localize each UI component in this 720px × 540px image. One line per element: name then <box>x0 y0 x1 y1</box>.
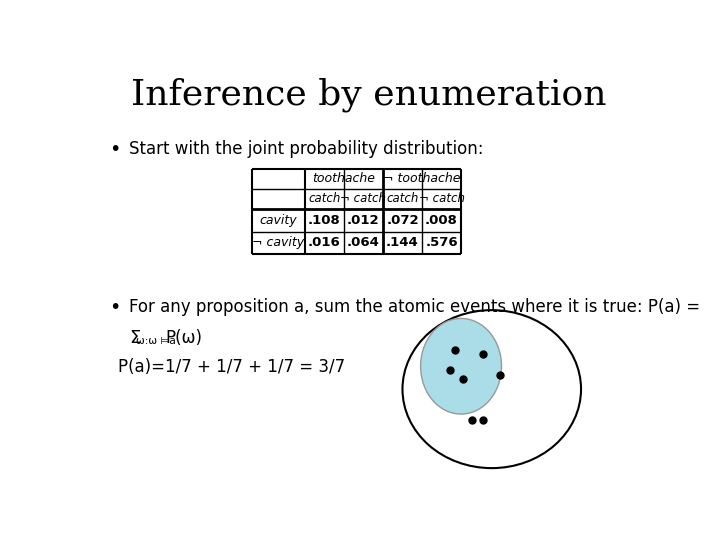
Text: .012: .012 <box>347 214 379 227</box>
Text: P(a)=1/7 + 1/7 + 1/7 = 3/7: P(a)=1/7 + 1/7 + 1/7 = 3/7 <box>118 358 345 376</box>
Text: •: • <box>109 298 121 316</box>
Text: Σ: Σ <box>129 329 140 347</box>
Text: catch: catch <box>308 192 341 205</box>
Text: For any proposition a, sum the atomic events where it is true: P(a) =: For any proposition a, sum the atomic ev… <box>129 298 700 316</box>
Text: .072: .072 <box>386 214 419 227</box>
Text: ¬ toothache: ¬ toothache <box>383 172 461 185</box>
Text: ¬ catch: ¬ catch <box>418 192 464 205</box>
Ellipse shape <box>402 310 581 468</box>
Text: toothache: toothache <box>312 172 375 185</box>
Text: .064: .064 <box>347 237 380 249</box>
Text: •: • <box>109 140 121 159</box>
Text: catch: catch <box>387 192 418 205</box>
Text: ¬ cavity: ¬ cavity <box>252 237 305 249</box>
Text: .576: .576 <box>426 237 458 249</box>
Text: ¬ catch: ¬ catch <box>341 192 387 205</box>
Text: cavity: cavity <box>259 214 297 227</box>
Text: Start with the joint probability distribution:: Start with the joint probability distrib… <box>129 140 484 158</box>
Text: .144: .144 <box>386 237 419 249</box>
Text: .016: .016 <box>308 237 341 249</box>
Text: Inference by enumeration: Inference by enumeration <box>131 77 607 112</box>
Text: .108: .108 <box>308 214 341 227</box>
Text: P(ω): P(ω) <box>166 329 202 347</box>
Ellipse shape <box>420 319 502 414</box>
Text: ω:ω ⊨a: ω:ω ⊨a <box>136 336 176 346</box>
Text: .008: .008 <box>425 214 458 227</box>
